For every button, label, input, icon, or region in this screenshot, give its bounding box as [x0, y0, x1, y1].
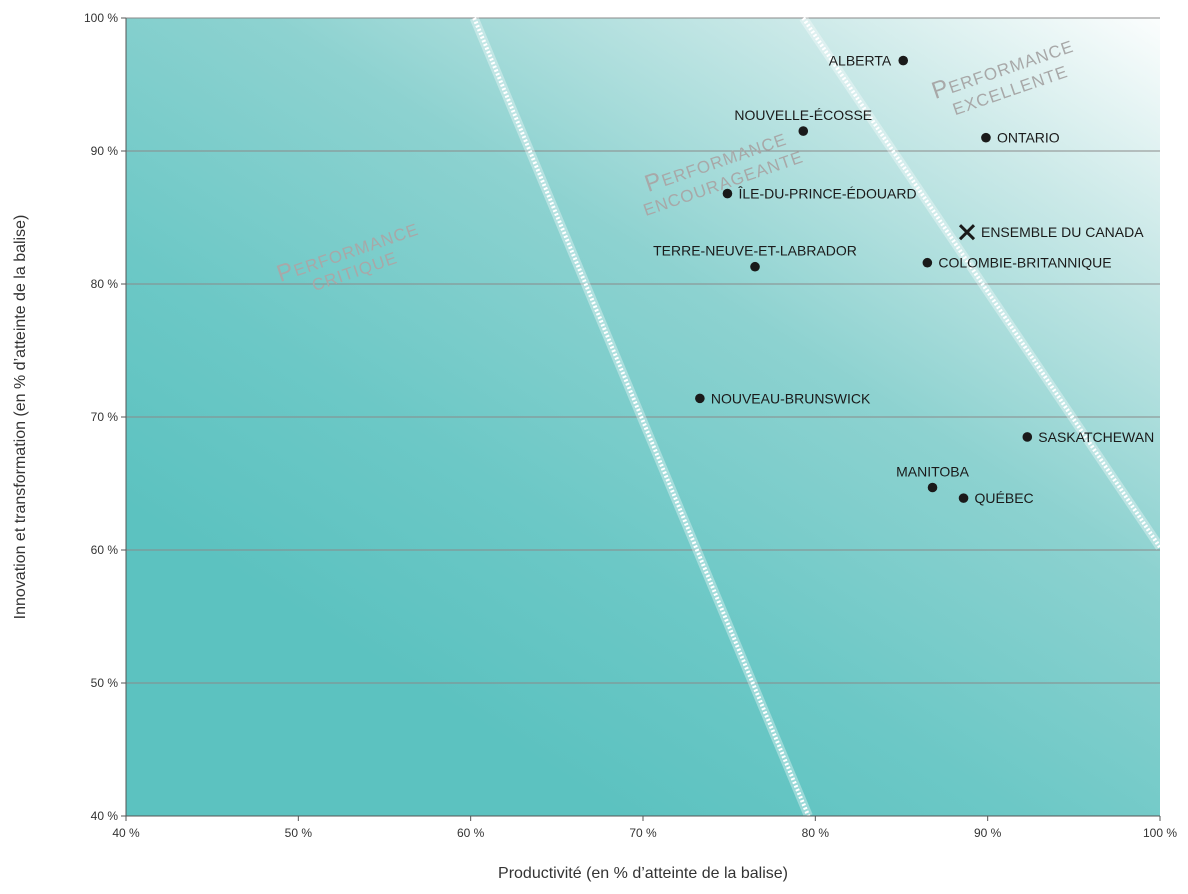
y-ticks: 40 % 50 % 60 % 70 % 80 % 90 % 100 %	[84, 11, 126, 823]
y-tick-label: 90 %	[91, 144, 119, 158]
boundary-glow	[799, 15, 1164, 550]
point-quebec	[958, 493, 969, 503]
point-ensemble-du-canada	[958, 224, 976, 241]
zone-boundaries	[469, 15, 1164, 818]
x-ticks: 40 % 50 % 60 % 70 % 80 % 90 % 100 %	[112, 816, 1177, 840]
y-axis-label: Innovation et transformation (en % d’att…	[12, 215, 29, 620]
x-tick-label: 90 %	[974, 826, 1002, 840]
x-tick-label: 70 %	[629, 826, 657, 840]
point-nouvelle-ecosse	[798, 126, 809, 136]
x-tick-label: 60 %	[457, 826, 485, 840]
x-tick-label: 80 %	[802, 826, 830, 840]
point-saskatchewan	[1022, 432, 1033, 442]
point-label-alberta: ALBERTA	[829, 53, 892, 69]
point-colombie-britannique	[922, 257, 933, 268]
point-nouveau-brunswick	[695, 393, 705, 404]
boundary-critique-encourageante	[472, 17, 811, 817]
point-alberta	[898, 55, 909, 66]
y-tick-label: 100 %	[84, 11, 118, 25]
point-label-terre-neuve-et-labrador: TERRE-NEUVE-ET-LABRADOR	[653, 243, 857, 259]
point-terre-neuve-et-labrador	[750, 261, 760, 272]
y-tick-label: 60 %	[91, 543, 119, 557]
data-points: ALBERTA NOUVELLE-ÉCOSSE ONTARIO ÎLE-DU-PRIN…	[653, 53, 1154, 507]
y-tick-label: 70 %	[91, 410, 119, 424]
x-tick-label: 50 %	[285, 826, 313, 840]
x-axis-label: Productivité (en % d’atteinte de la bali…	[498, 865, 788, 882]
point-label-ile-du-prince-edouard: ÎLE-DU-PRINCE-ÉDOUARD	[737, 186, 916, 202]
point-label-colombie-britannique: COLOMBIE-BRITANNIQUE	[938, 255, 1111, 271]
point-label-nouvelle-ecosse: NOUVELLE-ÉCOSSE	[734, 107, 872, 123]
point-label-nouveau-brunswick: NOUVEAU-BRUNSWICK	[711, 390, 871, 406]
point-label-saskatchewan: SASKATCHEWAN	[1038, 429, 1154, 445]
y-tick-label: 40 %	[91, 809, 119, 823]
point-ile-du-prince-edouard	[722, 188, 733, 199]
y-tick-label: 80 %	[91, 277, 119, 291]
point-label-ontario: ONTARIO	[997, 130, 1060, 146]
point-ontario	[981, 132, 991, 143]
point-label-ensemble-du-canada: ENSEMBLE DU CANADA	[981, 224, 1144, 240]
point-label-manitoba: MANITOBA	[896, 463, 970, 479]
x-tick-label: 40 %	[112, 826, 140, 840]
point-manitoba	[927, 482, 938, 493]
point-label-quebec: QUÉBEC	[975, 490, 1034, 506]
y-tick-label: 50 %	[91, 676, 119, 690]
x-tick-label: 100 %	[1143, 826, 1177, 840]
